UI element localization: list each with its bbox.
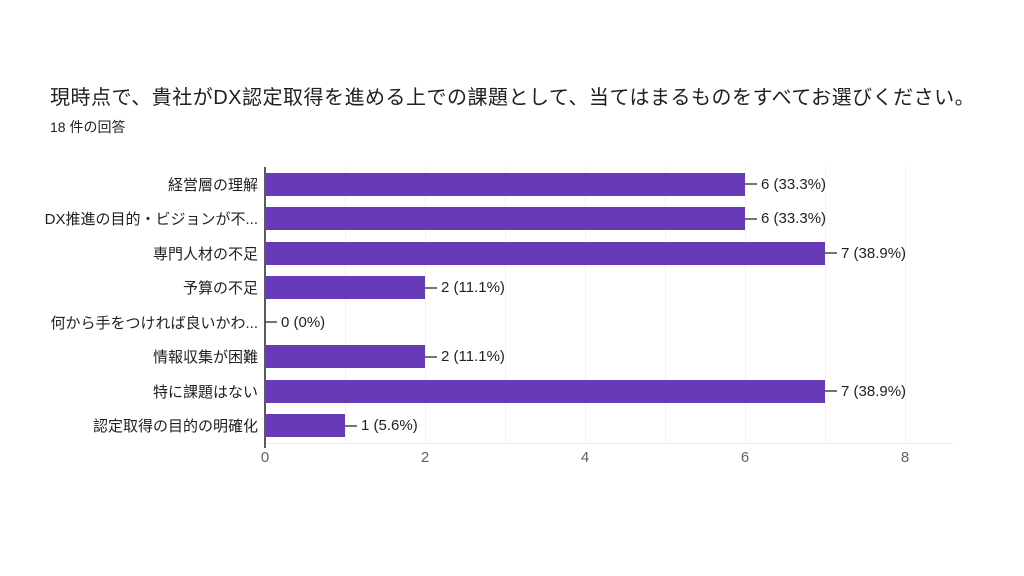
category-label: 専門人材の不足 xyxy=(152,245,258,263)
bar xyxy=(265,241,825,265)
bar xyxy=(265,207,745,231)
value-connector-line xyxy=(825,390,837,393)
value-connector-line xyxy=(425,355,437,358)
category-label: 予算の不足 xyxy=(182,280,258,298)
category-label: 何から手をつければ良いかわ... xyxy=(50,314,258,332)
x-tick-label: 8 xyxy=(900,449,910,466)
gridline xyxy=(905,167,906,443)
category-label: DX推進の目的・ビジョンが不... xyxy=(44,211,258,229)
x-tick-label: 6 xyxy=(740,449,750,466)
value-connector-line xyxy=(825,252,837,255)
gridline xyxy=(505,167,506,443)
gridline xyxy=(345,167,346,443)
value-connector-line xyxy=(265,321,277,324)
value-label: 7 (38.9%) xyxy=(841,382,907,400)
bar xyxy=(265,345,425,369)
plot-area: 6 (33.3%) 6 (33.3%) 7 (38.9%) 2 (11.1%) 0 (0… xyxy=(265,167,953,444)
category-label: 認定取得の目的の明確化 xyxy=(92,418,258,436)
y-axis-line xyxy=(264,167,266,448)
value-label: 2 (11.1%) xyxy=(441,348,505,366)
value-label: 6 (33.3%) xyxy=(761,175,827,193)
bar xyxy=(265,276,425,300)
bar xyxy=(265,379,825,403)
value-label: 7 (38.9%) xyxy=(841,244,907,262)
x-tick-label: 2 xyxy=(420,449,430,466)
response-count: 18 件の回答 xyxy=(50,119,126,135)
x-tick-label: 4 xyxy=(580,449,590,466)
value-label: 1 (5.6%) xyxy=(361,417,418,435)
value-connector-line xyxy=(425,286,437,289)
bar xyxy=(265,414,345,438)
category-label: 特に課題はない xyxy=(152,383,258,401)
value-connector-line xyxy=(745,183,757,186)
question-title: 現時点で、貴社がDX認定取得を進める上での課題として、当てはまるものをすべてお選… xyxy=(50,87,976,109)
gridline xyxy=(425,167,426,443)
category-label: 情報収集が困難 xyxy=(152,349,258,367)
gridline xyxy=(585,167,586,443)
gridline xyxy=(745,167,746,443)
value-label: 6 (33.3%) xyxy=(761,210,827,228)
value-label: 0 (0%) xyxy=(281,313,326,331)
value-connector-line xyxy=(745,217,757,220)
gridline xyxy=(825,167,826,443)
value-label: 2 (11.1%) xyxy=(441,279,505,297)
category-label: 経営層の理解 xyxy=(167,176,258,194)
value-connector-line xyxy=(345,424,357,427)
x-tick-label: 0 xyxy=(260,449,270,466)
gridline xyxy=(665,167,666,443)
bar xyxy=(265,172,745,196)
